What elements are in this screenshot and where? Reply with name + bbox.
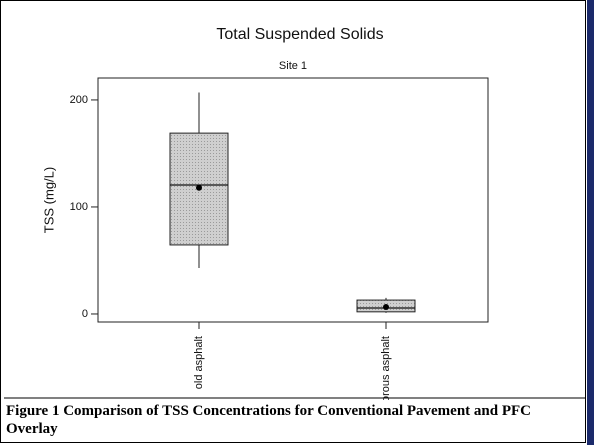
chart-title: Total Suspended Solids xyxy=(216,26,383,43)
figure-caption: Figure 1 Comparison of TSS Concentration… xyxy=(6,403,532,437)
chart-subtitle: Site 1 xyxy=(279,60,307,72)
y-tick-label: 200 xyxy=(70,94,88,106)
x-tick-label: old asphalt xyxy=(193,336,205,389)
y-tick-label: 100 xyxy=(70,201,88,213)
plot-area xyxy=(97,77,489,323)
window-edge xyxy=(587,0,594,445)
x-tick-label: porous asphalt xyxy=(380,336,392,400)
mean xyxy=(196,184,202,191)
y-tick-label: 0 xyxy=(82,308,88,320)
mean xyxy=(383,304,389,311)
chart: Total Suspended Solids Site 1 TSS (mg/L)… xyxy=(4,26,586,400)
y-axis-label: TSS (mg/L) xyxy=(41,167,56,233)
